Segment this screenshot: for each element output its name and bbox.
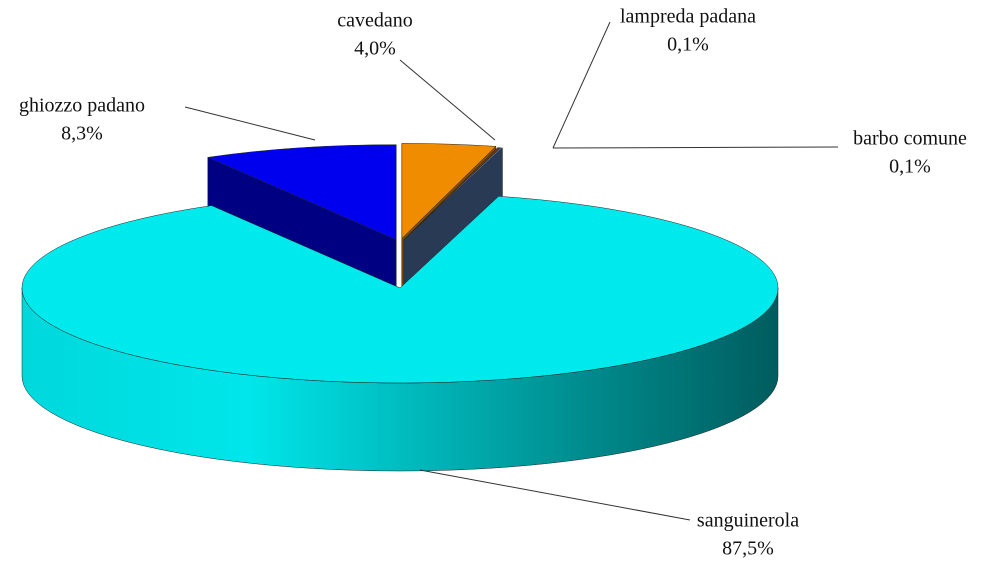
slice-label: cavedano [337, 10, 413, 32]
slice [401, 143, 497, 239]
value-label: 0,1% [667, 34, 709, 56]
value-label: 87,5% [722, 538, 774, 560]
value-label: 8,3% [61, 123, 103, 145]
leader-line [552, 21, 611, 149]
leader-line [399, 59, 496, 141]
leader-line [552, 146, 839, 149]
leader-line [184, 106, 316, 141]
slice-label: lampreda padana [620, 6, 756, 28]
value-label: 0,1% [889, 156, 931, 178]
value-label: 4,0% [354, 38, 396, 60]
leader-line [419, 469, 691, 521]
slice [403, 147, 504, 240]
slice [206, 144, 397, 241]
slice-label: sanguinerola [697, 510, 799, 532]
slice-label: ghiozzo padano [19, 95, 145, 117]
slice-label: barbo comune [853, 128, 967, 150]
slice [21, 196, 779, 384]
